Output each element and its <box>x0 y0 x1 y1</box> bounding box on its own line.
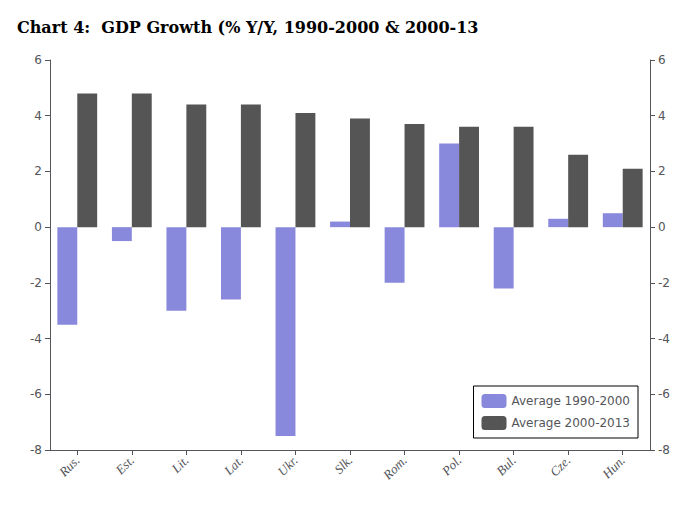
svg-text:4: 4 <box>658 109 666 123</box>
svg-text:Rus.: Rus. <box>55 453 82 480</box>
svg-text:Hun.: Hun. <box>599 453 628 482</box>
svg-text:-8: -8 <box>30 443 42 457</box>
svg-text:Cze.: Cze. <box>547 453 574 480</box>
svg-text:Slk.: Slk. <box>331 453 355 477</box>
svg-text:6: 6 <box>34 53 42 67</box>
svg-text:6: 6 <box>658 53 666 67</box>
svg-text:Lit.: Lit. <box>168 453 192 477</box>
svg-text:Chart 4: GDP Growth (% Y/Y, 1: Chart 4: GDP Growth (% Y/Y, 1990-2000 & … <box>17 18 478 37</box>
svg-text:-2: -2 <box>30 276 42 290</box>
svg-text:-6: -6 <box>30 387 42 401</box>
svg-text:Average 1990-2000: Average 1990-2000 <box>512 394 631 408</box>
svg-text:Rom.: Rom. <box>379 453 409 483</box>
svg-text:2: 2 <box>658 164 666 178</box>
svg-text:Est.: Est. <box>112 453 137 478</box>
svg-text:Ukr.: Ukr. <box>275 453 301 479</box>
svg-text:4: 4 <box>34 109 42 123</box>
svg-text:Lat.: Lat. <box>220 453 246 479</box>
svg-text:-6: -6 <box>658 387 670 401</box>
svg-text:-4: -4 <box>658 332 670 346</box>
svg-text:Average 2000-2013: Average 2000-2013 <box>512 416 631 430</box>
svg-text:0: 0 <box>34 220 42 234</box>
svg-text:-8: -8 <box>658 443 670 457</box>
svg-text:0: 0 <box>658 220 666 234</box>
svg-text:Bul.: Bul. <box>493 453 519 479</box>
svg-text:-2: -2 <box>658 276 670 290</box>
svg-text:Pol.: Pol. <box>438 453 464 479</box>
svg-text:2: 2 <box>34 164 42 178</box>
svg-text:-4: -4 <box>30 332 42 346</box>
